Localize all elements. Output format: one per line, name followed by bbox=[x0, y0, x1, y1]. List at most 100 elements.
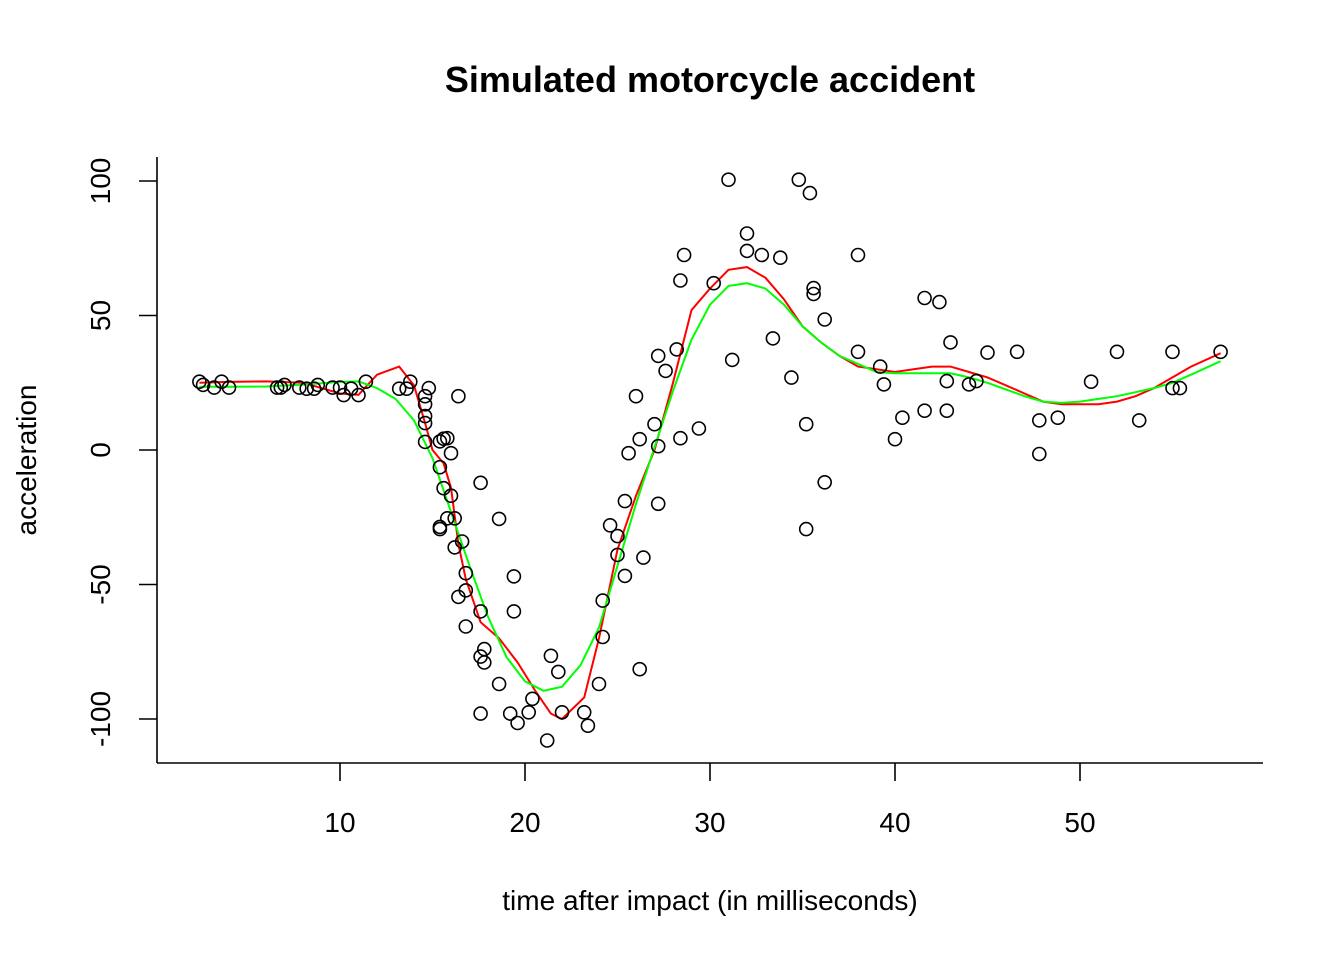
data-point bbox=[887, 431, 903, 447]
data-point bbox=[221, 380, 237, 395]
data-point bbox=[273, 380, 289, 395]
data-point bbox=[691, 421, 707, 436]
data-point bbox=[195, 377, 211, 393]
data-point bbox=[850, 344, 866, 360]
data-point bbox=[506, 569, 522, 584]
data-point bbox=[458, 565, 474, 581]
data-point bbox=[421, 380, 437, 396]
data-point bbox=[310, 377, 326, 393]
data-point bbox=[817, 312, 833, 327]
red-smooth-curve bbox=[199, 266, 1222, 721]
data-point bbox=[1109, 344, 1125, 360]
data-point bbox=[439, 430, 455, 446]
data-point bbox=[895, 410, 910, 426]
data-point bbox=[417, 388, 433, 404]
data-point bbox=[447, 510, 463, 526]
data-point bbox=[432, 521, 448, 537]
data-point bbox=[1050, 410, 1066, 426]
data-point bbox=[784, 370, 799, 385]
data-point bbox=[650, 348, 666, 364]
data-point bbox=[510, 715, 525, 731]
data-point bbox=[351, 387, 366, 403]
data-point bbox=[491, 511, 507, 527]
data-point bbox=[399, 381, 414, 397]
data-point bbox=[617, 493, 633, 509]
data-point bbox=[772, 250, 788, 266]
y-tick-label: 100 bbox=[85, 158, 116, 205]
data-point bbox=[806, 280, 821, 296]
data-point bbox=[550, 664, 566, 680]
data-point bbox=[673, 430, 688, 446]
y-axis-label: acceleration bbox=[11, 385, 42, 536]
data-point bbox=[543, 648, 559, 664]
data-point bbox=[610, 528, 625, 544]
data-point bbox=[1032, 413, 1047, 428]
data-point bbox=[332, 380, 348, 395]
data-point bbox=[554, 704, 570, 720]
x-tick-label: 40 bbox=[879, 807, 910, 838]
data-point bbox=[676, 247, 692, 263]
x-ticks: 10 20 30 40 50 bbox=[324, 763, 1096, 838]
data-point bbox=[939, 403, 955, 419]
data-point bbox=[943, 335, 958, 350]
data-point bbox=[325, 380, 340, 395]
data-point bbox=[798, 521, 814, 537]
data-point bbox=[402, 374, 418, 390]
data-point bbox=[506, 604, 522, 619]
data-point bbox=[451, 388, 466, 404]
green-smooth-curve bbox=[199, 282, 1222, 692]
y-tick-label: 50 bbox=[85, 300, 116, 331]
data-point bbox=[850, 247, 866, 263]
data-point bbox=[291, 380, 307, 395]
data-point bbox=[443, 445, 459, 461]
data-points bbox=[192, 172, 1228, 748]
data-point bbox=[391, 381, 407, 397]
data-point bbox=[876, 377, 892, 392]
data-point bbox=[525, 691, 540, 707]
data-point bbox=[765, 331, 781, 346]
data-point bbox=[432, 434, 448, 449]
data-point bbox=[658, 363, 673, 379]
data-point bbox=[1131, 413, 1147, 428]
data-point bbox=[669, 342, 685, 357]
data-point bbox=[628, 388, 644, 404]
data-point bbox=[798, 416, 814, 432]
data-point bbox=[521, 704, 537, 720]
data-point bbox=[802, 185, 818, 201]
data-point bbox=[502, 706, 518, 721]
data-point bbox=[1165, 380, 1180, 396]
data-point bbox=[602, 517, 618, 533]
smoothing-curves bbox=[199, 266, 1222, 721]
data-point bbox=[650, 438, 666, 454]
data-point bbox=[458, 583, 474, 598]
data-point bbox=[917, 403, 932, 419]
data-point bbox=[576, 704, 592, 720]
data-point bbox=[539, 733, 555, 748]
data-point bbox=[591, 676, 607, 692]
data-point bbox=[473, 706, 488, 721]
data-point bbox=[721, 172, 736, 187]
data-point bbox=[358, 374, 374, 390]
data-point bbox=[636, 550, 651, 565]
y-tick-label: -50 bbox=[85, 564, 116, 604]
data-point bbox=[754, 247, 770, 263]
data-point bbox=[1083, 374, 1099, 390]
data-point bbox=[806, 286, 821, 302]
data-point bbox=[432, 459, 448, 475]
data-point bbox=[192, 374, 207, 390]
data-point bbox=[673, 273, 688, 288]
data-point bbox=[961, 377, 977, 392]
data-point bbox=[436, 480, 451, 496]
data-point bbox=[1032, 446, 1047, 462]
data-point bbox=[454, 534, 470, 549]
x-axis-label: time after impact (in milliseconds) bbox=[502, 885, 917, 916]
data-point bbox=[473, 475, 488, 491]
x-tick-label: 30 bbox=[694, 807, 725, 838]
data-point bbox=[595, 593, 611, 608]
data-point bbox=[476, 641, 492, 657]
data-point bbox=[706, 275, 722, 291]
data-point bbox=[610, 547, 625, 563]
data-point bbox=[621, 445, 636, 461]
data-point bbox=[647, 416, 662, 432]
